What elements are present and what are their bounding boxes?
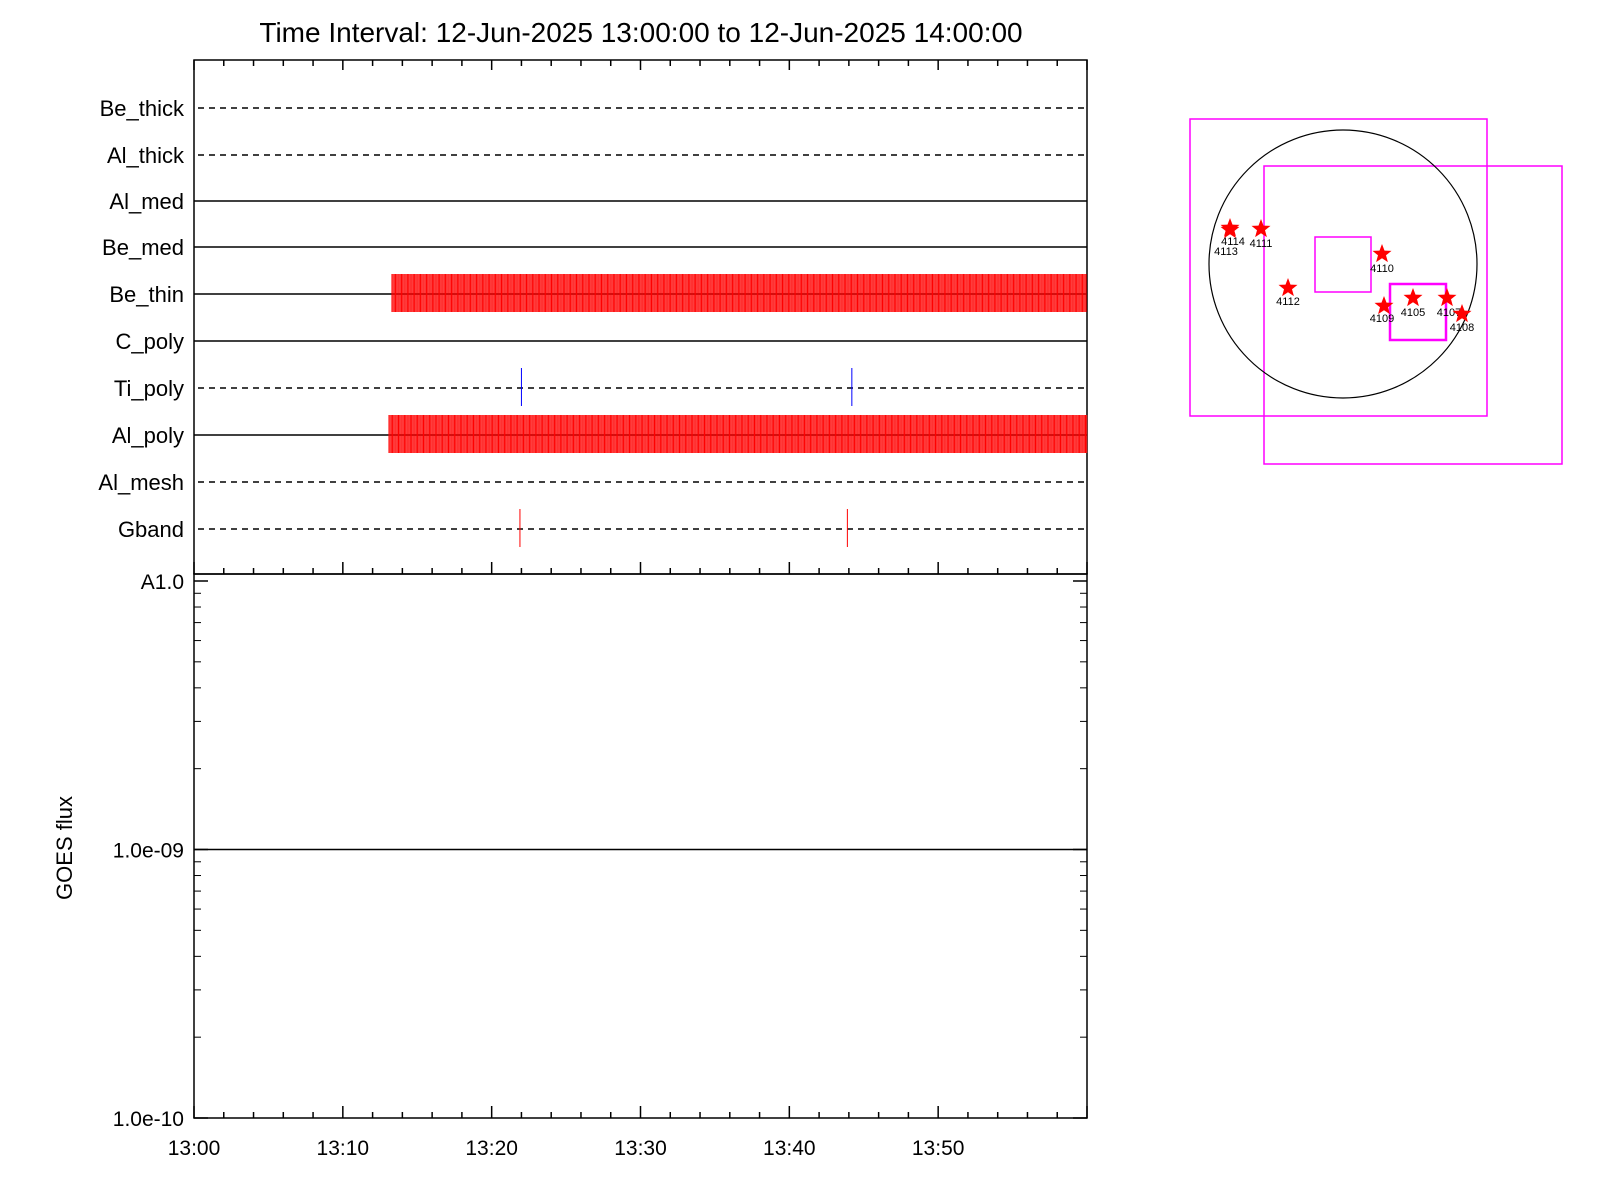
star-marker — [1452, 304, 1472, 323]
timeline-panel: Be_thick Al_thick Al_med Be_med Be_thin C_pol… — [98, 59, 1088, 575]
star-label: 4105 — [1401, 307, 1425, 319]
star-marker — [1220, 220, 1240, 239]
star-marker — [1374, 296, 1394, 315]
solar-disk — [1208, 129, 1478, 399]
row-label: C_poly — [116, 329, 184, 354]
x-tick-label: 13:30 — [614, 1137, 667, 1160]
goes-flux-panel: GOES flux A1.0 1.0e-09 1.0e-10 13:00 13:10 13… — [52, 562, 1088, 1160]
star-label: 4110 — [1370, 263, 1394, 275]
x-tick-label: 13:40 — [763, 1137, 816, 1160]
row-label: Al_mesh — [98, 470, 184, 495]
star-label: 4111 — [1250, 238, 1273, 250]
fov-box — [1314, 236, 1372, 293]
star-label: 4113 — [1214, 246, 1238, 258]
star-marker — [1403, 288, 1423, 307]
row-label: Be_med — [102, 235, 184, 260]
goes-frame — [193, 573, 1088, 1119]
star-marker — [1251, 219, 1271, 238]
star-label: 4109 — [1370, 313, 1394, 325]
star-marker — [1437, 288, 1457, 307]
y-tick-label: 1.0e-10 — [113, 1108, 184, 1131]
y-tick-label: 1.0e-09 — [113, 840, 184, 863]
row-label: Al_med — [109, 189, 184, 214]
x-tick-label: 13:10 — [317, 1137, 370, 1160]
star-label: 4112 — [1276, 296, 1300, 308]
y-tick-label: A1.0 — [141, 571, 184, 594]
star-label: 4107 — [1437, 307, 1461, 319]
star-label: 4108 — [1450, 322, 1474, 334]
row-label: Be_thin — [109, 282, 184, 307]
x-tick-label: 13:20 — [465, 1137, 518, 1160]
row-label: Gband — [118, 517, 184, 542]
star-label: 4114 — [1221, 236, 1245, 248]
fov-box — [1189, 118, 1488, 417]
fov-box — [1263, 165, 1563, 465]
row-label: Ti_poly — [114, 376, 184, 401]
star-marker — [1278, 278, 1298, 297]
chart-title: Time Interval: 12-Jun-2025 13:00:00 to 1… — [259, 17, 1022, 48]
timeline-frame — [193, 59, 1088, 575]
y-axis-label: GOES flux — [52, 796, 77, 900]
x-tick-label: 13:00 — [168, 1137, 221, 1160]
row-label: Al_poly — [112, 423, 184, 448]
fov-box — [1388, 282, 1448, 342]
star-marker — [1372, 244, 1392, 263]
row-label: Al_thick — [107, 143, 185, 168]
row-label: Be_thick — [100, 96, 185, 121]
x-tick-label: 13:50 — [912, 1137, 965, 1160]
